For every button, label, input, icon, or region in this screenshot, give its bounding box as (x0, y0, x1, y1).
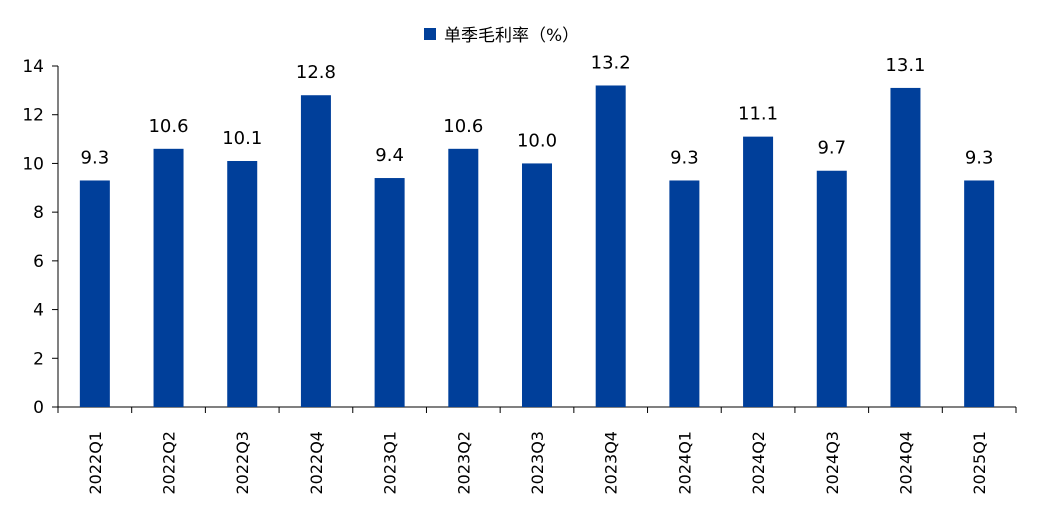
bar (300, 95, 331, 407)
axes: 0 2 4 6 8 10 12 14 (22, 57, 1017, 418)
data-label: 9.3 (81, 147, 110, 168)
data-label: 11.1 (738, 104, 778, 125)
x-category-label: 2022Q4 (307, 431, 326, 495)
legend-swatch (424, 28, 436, 40)
y-tick-label: 0 (33, 398, 44, 418)
x-category-label: 2024Q4 (896, 431, 915, 495)
data-label: 9.4 (375, 145, 404, 166)
y-tick-label: 12 (22, 106, 44, 126)
bar (595, 85, 626, 407)
bar (79, 180, 110, 407)
x-category-label: 2023Q2 (454, 431, 473, 495)
bar (522, 163, 552, 407)
legend-label-series: 单季毛利率（%） (444, 26, 579, 46)
bar (890, 87, 921, 408)
data-label: 13.1 (885, 55, 925, 76)
x-category-label: 2022Q2 (160, 431, 179, 495)
y-tick-label: 14 (22, 57, 44, 77)
y-tick-label: 8 (33, 203, 44, 223)
bar (964, 180, 995, 407)
bars (79, 85, 995, 408)
x-category-label: 2024Q3 (823, 431, 842, 495)
x-category-label: 2025Q1 (970, 431, 989, 495)
x-category-label: 2023Q4 (602, 431, 621, 495)
data-label: 10.6 (443, 116, 483, 137)
x-category-label: 2023Q3 (528, 431, 547, 495)
bar (743, 136, 774, 407)
x-category-label: 2024Q2 (749, 431, 768, 495)
y-tick-label: 6 (33, 252, 44, 272)
data-label: 9.3 (965, 147, 994, 168)
bar (153, 148, 184, 408)
data-label: 10.0 (517, 130, 557, 151)
data-label: 12.8 (296, 62, 336, 83)
bar (816, 170, 847, 407)
legend: 单季毛利率（%） (424, 26, 579, 46)
data-label: 10.1 (222, 128, 262, 149)
bar (448, 148, 479, 408)
bar (374, 178, 405, 407)
bar (227, 160, 258, 407)
data-label: 9.7 (817, 138, 846, 159)
y-tick-label: 2 (33, 349, 44, 369)
data-label: 13.2 (591, 52, 631, 73)
x-category-label: 2022Q3 (233, 431, 252, 495)
x-category-label: 2023Q1 (381, 431, 400, 495)
data-label: 10.6 (148, 116, 188, 137)
x-category-label: 2024Q1 (675, 431, 694, 495)
data-labels: 9.3 2022Q1 10.6 2022Q2 10.1 2022Q3 12.8 2022Q4 9… (81, 52, 994, 494)
x-category-label: 2022Q1 (86, 431, 105, 495)
bar (669, 180, 700, 407)
y-tick-label: 4 (33, 301, 44, 321)
data-label: 9.3 (670, 147, 699, 168)
y-tick-label: 10 (22, 154, 44, 174)
